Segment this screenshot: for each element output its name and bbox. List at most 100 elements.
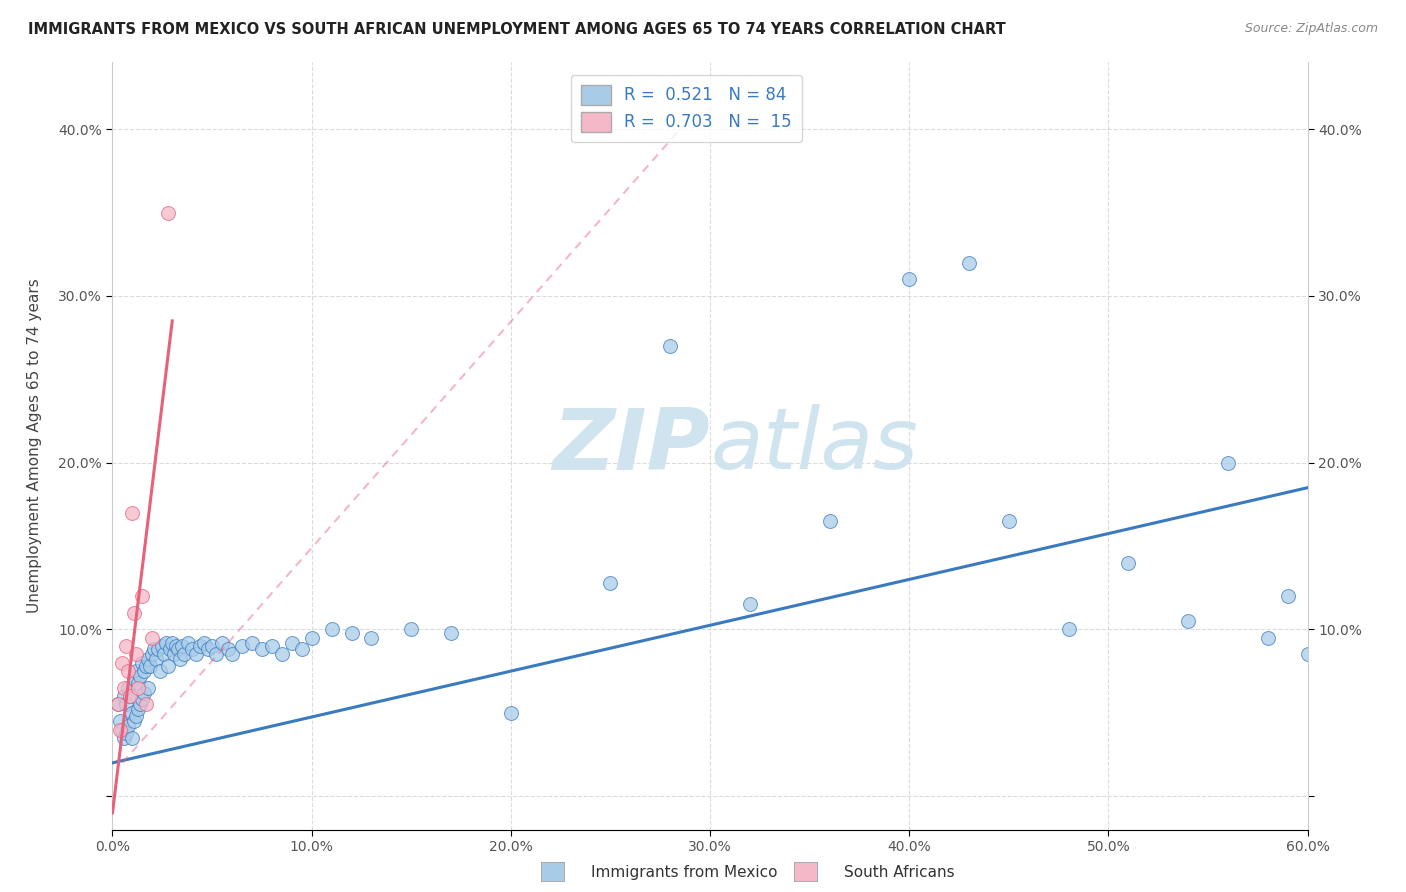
Point <box>117 719 139 733</box>
Point <box>659 339 682 353</box>
Point <box>159 642 181 657</box>
Point <box>240 636 263 650</box>
Point <box>301 631 323 645</box>
Point <box>169 652 191 666</box>
Point <box>440 625 463 640</box>
Point <box>110 714 132 728</box>
Point <box>134 686 156 700</box>
Point <box>1277 589 1299 603</box>
Y-axis label: Unemployment Among Ages 65 to 74 years: Unemployment Among Ages 65 to 74 years <box>27 278 42 614</box>
Point <box>250 642 273 657</box>
Point <box>165 639 187 653</box>
Point <box>141 631 163 645</box>
Point <box>124 606 146 620</box>
Point <box>148 642 170 657</box>
Point <box>197 642 219 657</box>
Text: Immigrants from Mexico: Immigrants from Mexico <box>591 865 778 880</box>
Point <box>121 706 143 720</box>
Point <box>111 656 134 670</box>
Point <box>125 709 148 723</box>
Point <box>143 642 166 657</box>
Point <box>114 681 135 695</box>
Point <box>1296 648 1319 662</box>
Point <box>193 636 215 650</box>
Point <box>186 648 208 662</box>
Point <box>129 698 152 712</box>
Point <box>135 698 157 712</box>
Point <box>114 731 135 745</box>
Point <box>141 648 163 662</box>
Point <box>818 514 841 528</box>
Point <box>1216 456 1239 470</box>
Text: IMMIGRANTS FROM MEXICO VS SOUTH AFRICAN UNEMPLOYMENT AMONG AGES 65 TO 74 YEARS C: IMMIGRANTS FROM MEXICO VS SOUTH AFRICAN … <box>28 22 1005 37</box>
Point <box>138 681 160 695</box>
Point <box>163 648 186 662</box>
Point <box>125 648 148 662</box>
Point <box>134 664 156 678</box>
Point <box>138 652 160 666</box>
Point <box>127 681 149 695</box>
Point <box>217 642 239 657</box>
Point <box>898 272 921 286</box>
Point <box>998 514 1021 528</box>
Point <box>260 639 283 653</box>
Point <box>121 731 143 745</box>
Point <box>111 723 134 737</box>
Point <box>107 698 129 712</box>
Text: atlas: atlas <box>710 404 918 488</box>
Point <box>131 656 153 670</box>
Point <box>115 726 138 740</box>
Point <box>188 639 211 653</box>
Point <box>1257 631 1279 645</box>
Point <box>177 636 200 650</box>
Point <box>162 636 183 650</box>
Point <box>129 669 152 683</box>
Point <box>131 589 153 603</box>
Point <box>121 506 143 520</box>
Point <box>360 631 382 645</box>
Point <box>149 664 172 678</box>
Point <box>157 659 180 673</box>
Point <box>201 639 224 653</box>
Point <box>231 639 253 653</box>
Point <box>499 706 522 720</box>
Legend: R =  0.521   N = 84, R =  0.703   N =  15: R = 0.521 N = 84, R = 0.703 N = 15 <box>571 75 801 142</box>
Point <box>120 689 142 703</box>
Point <box>127 702 149 716</box>
Point <box>124 714 146 728</box>
Point <box>131 692 153 706</box>
Point <box>139 659 162 673</box>
Point <box>321 623 343 637</box>
Point <box>181 642 204 657</box>
Point <box>157 205 180 219</box>
Text: South Africans: South Africans <box>844 865 955 880</box>
Point <box>599 575 621 590</box>
Point <box>120 689 142 703</box>
Text: ZIP: ZIP <box>553 404 710 488</box>
Point <box>125 664 148 678</box>
Point <box>340 625 363 640</box>
Point <box>1177 614 1199 628</box>
Point <box>738 598 761 612</box>
Point <box>145 652 167 666</box>
Point <box>150 639 173 653</box>
Point <box>167 642 190 657</box>
Point <box>114 689 135 703</box>
Point <box>117 664 139 678</box>
Point <box>155 636 177 650</box>
Point <box>127 675 149 690</box>
Point <box>291 642 314 657</box>
Point <box>401 623 423 637</box>
Point <box>270 648 292 662</box>
Point <box>172 639 194 653</box>
Point <box>221 648 243 662</box>
Point <box>107 698 129 712</box>
Point <box>205 648 228 662</box>
Point <box>135 659 157 673</box>
Point <box>124 673 146 687</box>
Point <box>117 681 139 695</box>
Point <box>281 636 304 650</box>
Point <box>173 648 195 662</box>
Point <box>211 636 233 650</box>
Point <box>110 723 132 737</box>
